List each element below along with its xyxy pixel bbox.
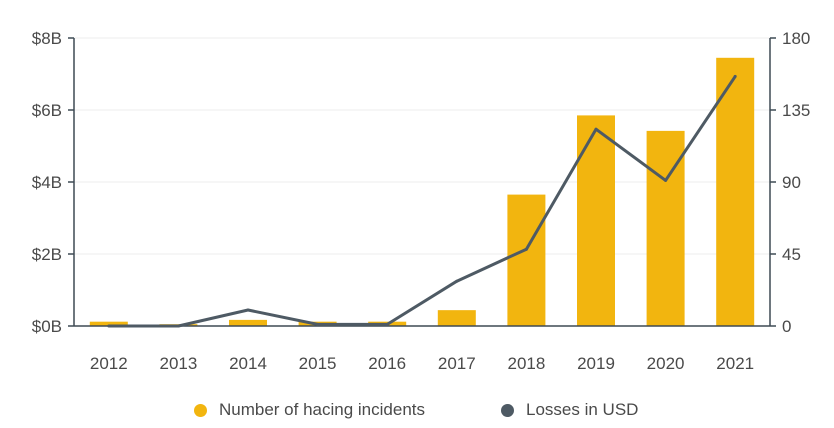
left-tick-label: $8B bbox=[32, 29, 62, 48]
x-tick-label: 2021 bbox=[716, 354, 754, 373]
right-tick-label: 135 bbox=[782, 101, 810, 120]
left-tick-label: $6B bbox=[32, 101, 62, 120]
line-point-2021 bbox=[733, 74, 737, 78]
left-tick-label: $0B bbox=[32, 317, 62, 336]
x-tick-label: 2015 bbox=[299, 354, 337, 373]
legend-item-losses: Losses in USD bbox=[501, 400, 638, 420]
x-tick-label: 2012 bbox=[90, 354, 128, 373]
line-point-2012 bbox=[107, 324, 111, 328]
line-point-2020 bbox=[664, 178, 668, 182]
bar-2014 bbox=[229, 319, 267, 326]
right-tick-label: 45 bbox=[782, 245, 801, 264]
bar-series bbox=[89, 57, 755, 327]
x-tick-label: 2017 bbox=[438, 354, 476, 373]
right-tick-label: 0 bbox=[782, 317, 791, 336]
legend-swatch-incidents bbox=[194, 403, 207, 417]
legend-swatch-losses bbox=[501, 403, 514, 417]
legend-item-incidents: Number of hacing incidents bbox=[194, 400, 425, 420]
left-tick-label: $4B bbox=[32, 173, 62, 192]
right-tick-label: 90 bbox=[782, 173, 801, 192]
line-point-2014 bbox=[246, 308, 250, 312]
left-tick-label: $2B bbox=[32, 245, 62, 264]
x-tick-label: 2016 bbox=[368, 354, 406, 373]
line-point-2017 bbox=[455, 279, 459, 283]
right-tick-label: 180 bbox=[782, 29, 810, 48]
line-point-2016 bbox=[385, 322, 389, 326]
line-point-2018 bbox=[524, 247, 528, 251]
line-point-2019 bbox=[594, 127, 598, 131]
line-series bbox=[107, 74, 737, 328]
bar-2021 bbox=[716, 57, 755, 327]
legend-label-losses: Losses in USD bbox=[526, 400, 639, 419]
line-point-2013 bbox=[176, 324, 180, 328]
x-tick-label: 2014 bbox=[229, 354, 267, 373]
losses-line bbox=[108, 75, 737, 328]
bar-2012 bbox=[89, 321, 128, 326]
tick-labels: $0B $2B $4B $6B $8B 0 45 90 135 180 2012 2013 2014 20… bbox=[32, 29, 811, 373]
x-tick-label: 2019 bbox=[577, 354, 615, 373]
x-tick-label: 2020 bbox=[647, 354, 685, 373]
x-tick-label: 2018 bbox=[507, 354, 545, 373]
legend: Number of hacing incidents Losses in USD bbox=[0, 400, 834, 424]
axes bbox=[68, 37, 776, 327]
x-tick-label: 2013 bbox=[159, 354, 197, 373]
legend-label-incidents: Number of hacing incidents bbox=[219, 400, 426, 419]
line-point-2015 bbox=[316, 322, 320, 326]
bar-2019 bbox=[577, 115, 615, 327]
bar-2018 bbox=[507, 194, 546, 326]
bar-2017 bbox=[437, 310, 476, 326]
